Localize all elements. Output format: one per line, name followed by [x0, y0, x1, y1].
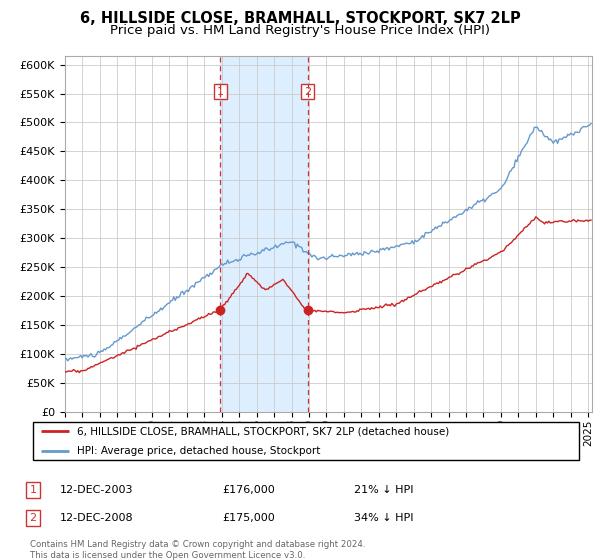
Text: 2: 2	[29, 513, 37, 523]
Text: 21% ↓ HPI: 21% ↓ HPI	[354, 485, 413, 495]
Text: £175,000: £175,000	[222, 513, 275, 523]
FancyBboxPatch shape	[33, 422, 579, 460]
Text: 34% ↓ HPI: 34% ↓ HPI	[354, 513, 413, 523]
Text: Price paid vs. HM Land Registry's House Price Index (HPI): Price paid vs. HM Land Registry's House …	[110, 24, 490, 36]
Text: 2: 2	[304, 87, 311, 96]
Text: 6, HILLSIDE CLOSE, BRAMHALL, STOCKPORT, SK7 2LP: 6, HILLSIDE CLOSE, BRAMHALL, STOCKPORT, …	[80, 11, 520, 26]
Text: 6, HILLSIDE CLOSE, BRAMHALL, STOCKPORT, SK7 2LP (detached house): 6, HILLSIDE CLOSE, BRAMHALL, STOCKPORT, …	[77, 426, 449, 436]
Text: 12-DEC-2008: 12-DEC-2008	[60, 513, 134, 523]
Text: £176,000: £176,000	[222, 485, 275, 495]
Text: 1: 1	[217, 87, 224, 96]
Text: Contains HM Land Registry data © Crown copyright and database right 2024.
This d: Contains HM Land Registry data © Crown c…	[30, 540, 365, 560]
Bar	[220, 56, 308, 412]
Text: 1: 1	[29, 485, 37, 495]
Text: HPI: Average price, detached house, Stockport: HPI: Average price, detached house, Stoc…	[77, 446, 320, 456]
Text: 12-DEC-2003: 12-DEC-2003	[60, 485, 133, 495]
